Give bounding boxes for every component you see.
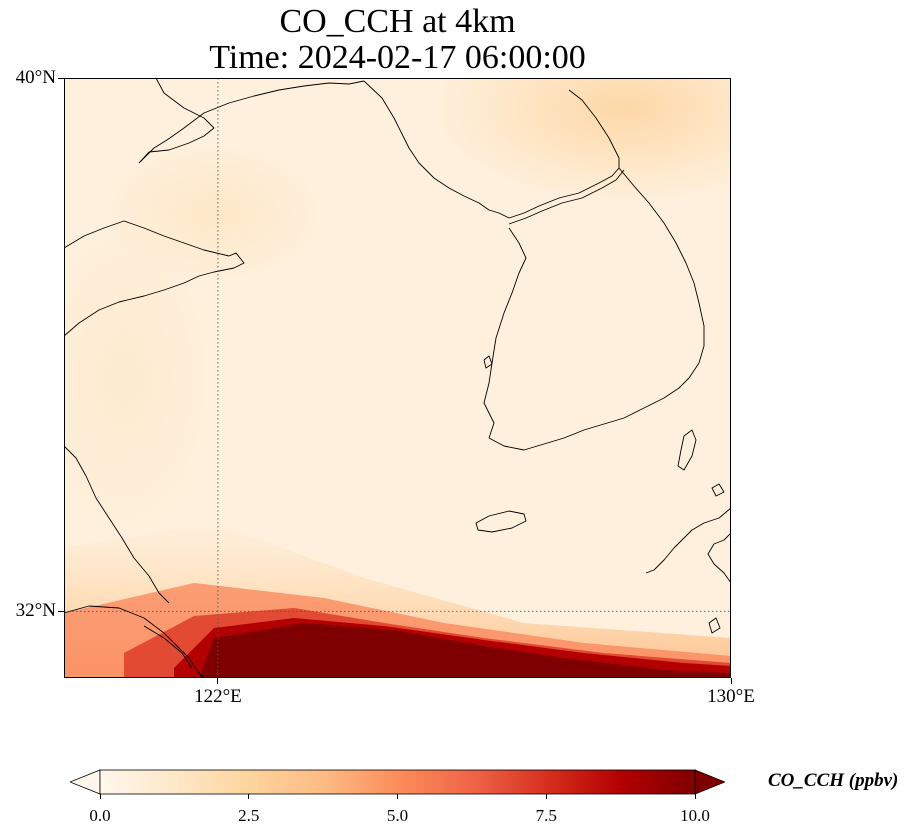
coastline-liaodong-peninsula [363, 80, 510, 219]
coastline-dmz-band [508, 167, 620, 219]
lat-tick-label: 40°N [15, 67, 56, 88]
map-panel [64, 78, 731, 678]
gridlines [64, 78, 731, 678]
title-line-2: Time: 2024-02-17 06:00:00 [209, 39, 586, 76]
lon-tick-mark [217, 678, 219, 684]
island-small-3 [483, 355, 493, 369]
coastline-korea-west [483, 227, 527, 439]
coastline-china-east [64, 445, 170, 604]
colorbar-tick-label: 7.5 [535, 806, 557, 825]
colorbar-svg [68, 769, 727, 795]
lat-tick-mark [58, 77, 64, 79]
map-canvas [64, 78, 731, 678]
colorbar-tick-mark [248, 794, 250, 799]
island-jeju [475, 510, 527, 533]
coastline-yangtze-estuary [64, 605, 205, 678]
colorbar [68, 768, 727, 796]
colorbar-body [99, 769, 696, 795]
lat-tick-mark [58, 610, 64, 612]
field-patch-west [64, 218, 214, 538]
lat-tick-label: 32°N [15, 600, 56, 622]
colorbar-tick-mark [99, 794, 101, 799]
colorbar-tick-mark [694, 794, 696, 799]
field-patch-northeast [434, 78, 731, 203]
island-small-1 [711, 483, 725, 497]
coastline-yangtze-shoal [143, 625, 193, 669]
colorbar-tick-mark [545, 794, 547, 799]
colorbar-tick-label: 10.0 [680, 806, 710, 825]
coastline-japan-kyushu [645, 507, 731, 574]
lon-tick-label: 130°E [707, 686, 755, 707]
title-line-1: CO_CCH at 4km [279, 3, 516, 40]
lon-tick-mark [730, 678, 732, 684]
coastline-korea-south [488, 362, 700, 451]
coastline-liaodong-bay [138, 78, 215, 164]
coastline-japan-honshu [707, 532, 731, 584]
coastlines [64, 78, 731, 678]
field-south-band-dark [199, 623, 731, 678]
coastline-shandong-peninsula [64, 252, 245, 337]
colorbar-tick-label: 5.0 [386, 806, 409, 825]
island-small-2 [708, 617, 721, 634]
coastline-china-north [138, 80, 365, 164]
island-tsushima [677, 429, 697, 471]
colorbar-tick-mark [397, 794, 398, 799]
colorbar-extend-high [694, 769, 727, 795]
colorbar-label: CO_CCH (ppbv) [768, 770, 899, 791]
lon-tick-label: 122°E [194, 686, 242, 707]
coastline-north-korea-east [568, 89, 620, 168]
map-border [64, 78, 731, 678]
coastline-korea-east [618, 167, 705, 364]
coastline-shandong-north [64, 220, 230, 257]
colorbar-extend-low [68, 769, 101, 795]
colorbar-tick-label: 2.5 [238, 806, 260, 825]
coastline-dmz-band-2 [508, 169, 625, 225]
colorbar-tick-label: 0.0 [89, 806, 111, 825]
